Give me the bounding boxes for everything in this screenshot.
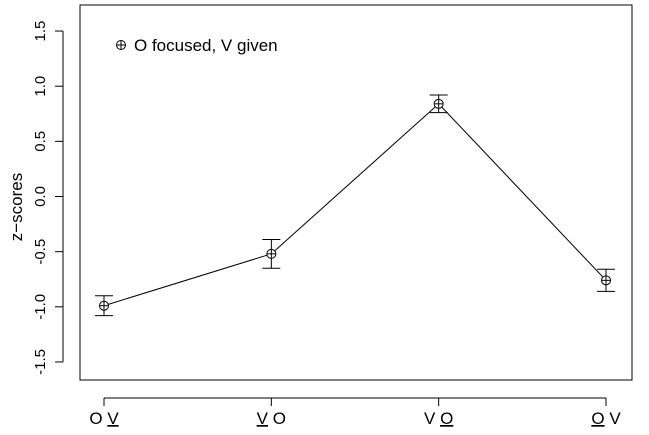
y-tick-label: 1.5 [32,21,49,42]
plot-frame [79,4,633,381]
y-tick-label: 0.0 [32,186,49,207]
x-tick-label: V O [257,409,286,428]
y-tick-label: -1.5 [32,349,49,375]
y-axis: -1.5 -1.0 -0.5 0.0 0.5 1.0 1.5 [32,21,64,375]
data-point [99,300,109,311]
x-tick-label-second: O [440,409,453,428]
y-tick-label: 1.0 [32,76,49,97]
error-bar [429,94,448,114]
series-line-segment [108,254,268,305]
legend-marker [116,40,126,50]
x-tick-label-first: V [424,409,436,428]
series-layer [95,94,615,317]
data-point [266,248,277,259]
x-tick-label: O V [591,409,621,428]
y-tick-label: 0.5 [32,131,49,152]
error-bar [95,295,113,317]
y-tick-label: -1.0 [32,294,49,320]
x-tick-label-second: V [107,409,119,428]
legend: O focused, V given [116,36,278,55]
x-tick-label: V O [424,409,453,428]
data-point [601,275,611,286]
x-tick-label: O V [89,409,119,428]
y-tick-label: -0.5 [32,239,49,265]
data-point [433,98,444,109]
y-axis-label: z−scores [7,173,26,242]
x-tick-label-first: V [257,409,269,428]
x-tick-label-second: V [609,409,621,428]
series-line-segment [441,106,604,278]
legend-label: O focused, V given [134,36,278,55]
error-bar [262,239,281,269]
x-tick-label-first: O [89,409,102,428]
series-line-segment [274,106,436,252]
x-tick-label-first: O [591,409,604,428]
x-tick-label-second: O [273,409,286,428]
error-bar [597,268,615,292]
